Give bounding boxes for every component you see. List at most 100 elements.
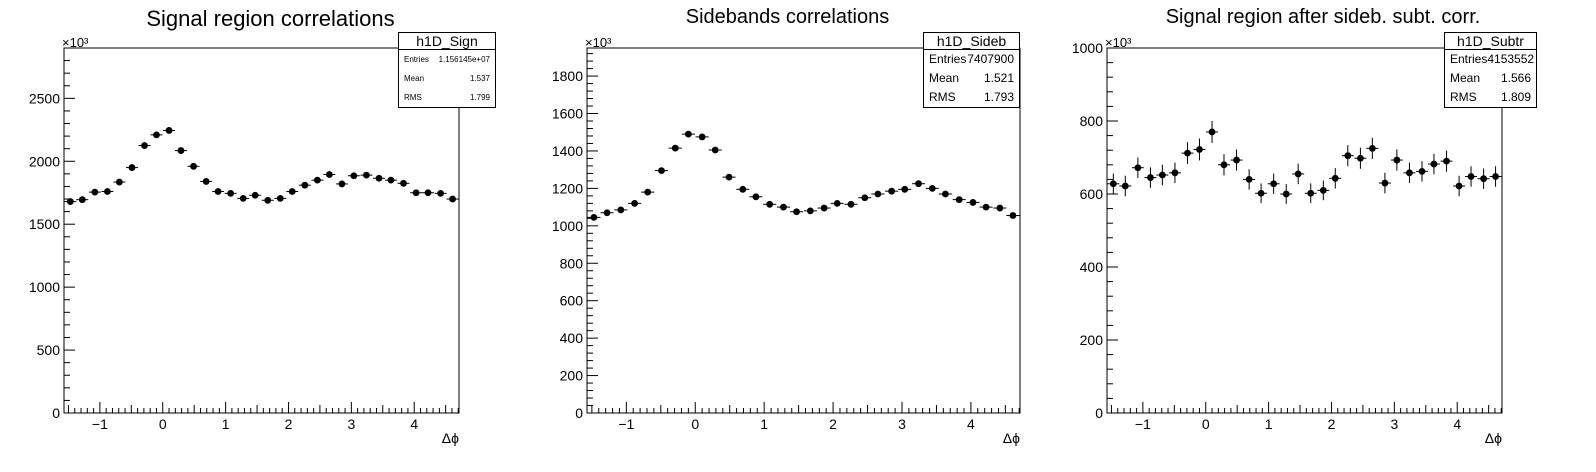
data-point <box>1245 176 1253 183</box>
plot-frame <box>63 47 460 414</box>
stats-box: h1D_Sign Entries 1.156145e+07 Mean 1.537… <box>398 32 496 108</box>
stats-label: Entries <box>404 55 429 64</box>
chart-plot: 0 200 400 600 800 1000 ×10³ −1 0 1 2 3 4 Δϕ <box>1072 35 1503 446</box>
data-point <box>861 194 869 202</box>
data-point <box>1257 189 1265 197</box>
data-point <box>375 174 383 182</box>
x-axis-label: Δϕ <box>442 430 459 446</box>
data-point <box>338 180 346 188</box>
stats-box-name: h1D_Sideb <box>924 33 1019 50</box>
data-point <box>725 173 733 181</box>
y-tick-label: 1400 <box>552 143 583 159</box>
data-point <box>141 142 148 149</box>
x-tick-label: 0 <box>1202 416 1210 432</box>
data-point <box>1406 169 1413 177</box>
data-point <box>239 195 247 202</box>
stats-label: RMS <box>1450 90 1477 104</box>
data-point <box>1418 167 1426 175</box>
y-multiplier-label: ×10³ <box>62 35 89 50</box>
data-point <box>227 189 235 197</box>
data-point <box>1368 144 1376 152</box>
data-point <box>955 196 963 204</box>
stats-label: Entries <box>1450 52 1488 66</box>
data-point <box>1282 190 1290 198</box>
data-point <box>412 189 420 197</box>
data-point <box>251 191 259 199</box>
data-point <box>91 188 99 196</box>
x-axis-label: Δϕ <box>1485 430 1502 446</box>
y-tick-label: 600 <box>560 293 584 309</box>
data-point <box>644 188 652 196</box>
data-point <box>631 199 639 207</box>
y-tick-label: 1600 <box>552 106 583 122</box>
data-point <box>1344 152 1352 160</box>
data-point <box>437 189 445 197</box>
y-tick-label: 0 <box>52 405 60 421</box>
stats-row-entries: Entries 1.156145e+07 <box>399 50 495 69</box>
data-point <box>1208 128 1216 136</box>
data-point <box>153 131 160 139</box>
data-point <box>1357 154 1364 162</box>
chart-plot: 0 500 1000 1500 2000 2500 ×10³ −1 0 1 2 3 4 Δϕ <box>29 35 460 446</box>
stats-label: RMS <box>929 90 956 104</box>
x-tick-label: 3 <box>1390 416 1398 432</box>
y-multiplier-label: ×10³ <box>1105 35 1132 50</box>
data-point <box>1171 169 1179 177</box>
data-point <box>325 171 333 178</box>
data-point <box>766 200 774 208</box>
data-point <box>590 213 598 221</box>
data-point <box>1147 174 1154 181</box>
x-tick-label: 4 <box>967 416 975 432</box>
y-tick-label: 1000 <box>29 279 60 295</box>
stats-row-rms: RMS 1.799 <box>399 88 495 107</box>
stats-row-mean: Mean 1.537 <box>399 69 495 88</box>
data-point <box>1381 179 1389 187</box>
data-point <box>449 195 456 203</box>
y-tick-label: 800 <box>560 255 584 271</box>
stats-value: 1.809 <box>1500 90 1531 104</box>
data-point <box>847 200 855 208</box>
stats-value: 1.156145e+07 <box>438 55 490 64</box>
data-point <box>1233 156 1240 164</box>
data-point <box>400 179 407 187</box>
y-tick-label: 1200 <box>552 180 583 196</box>
y-tick-label: 0 <box>575 405 583 421</box>
data-point <box>288 188 296 195</box>
stats-value: 1.799 <box>469 93 490 102</box>
data-point <box>1184 149 1191 157</box>
x-tick-label: 3 <box>898 416 906 432</box>
chart-plot: 0 200 400 600 800 1000 1200 1400 1600 1800 ×10³ −1 0… <box>552 35 1021 446</box>
data-point <box>1430 160 1438 168</box>
data-point <box>1492 173 1499 180</box>
data-point <box>264 196 272 204</box>
data-point <box>982 203 990 211</box>
data-point <box>901 185 909 193</box>
chart-panel-signal: Signal region correlations 0 500 1000 1500 2… <box>0 0 525 472</box>
x-tick-label: 2 <box>1328 416 1336 432</box>
data-point <box>1009 212 1017 219</box>
data-point <box>942 190 949 198</box>
data-point <box>969 199 977 206</box>
data-point <box>752 193 760 201</box>
x-tick-label: 1 <box>222 416 230 432</box>
data-point <box>1121 182 1129 190</box>
y-tick-label: 200 <box>560 368 584 384</box>
data-point <box>104 188 111 195</box>
data-point <box>1158 171 1166 179</box>
chart-title: Signal region correlations <box>146 6 395 31</box>
data-point <box>833 199 841 207</box>
data-point <box>617 206 625 214</box>
data-point <box>671 144 679 152</box>
y-tick-label: 500 <box>37 342 61 358</box>
data-point <box>424 189 432 197</box>
stats-box-name: h1D_Sign <box>399 33 495 50</box>
stats-value: 1.566 <box>1500 71 1531 85</box>
data-point <box>115 178 123 186</box>
data-point <box>66 198 74 205</box>
data-point <box>165 127 173 134</box>
x-tick-label: 1 <box>760 416 768 432</box>
stats-row-entries: Entries 7407900 <box>924 50 1019 69</box>
data-point <box>1480 175 1488 183</box>
data-point <box>1443 157 1450 165</box>
stats-value: 1.521 <box>983 71 1014 85</box>
